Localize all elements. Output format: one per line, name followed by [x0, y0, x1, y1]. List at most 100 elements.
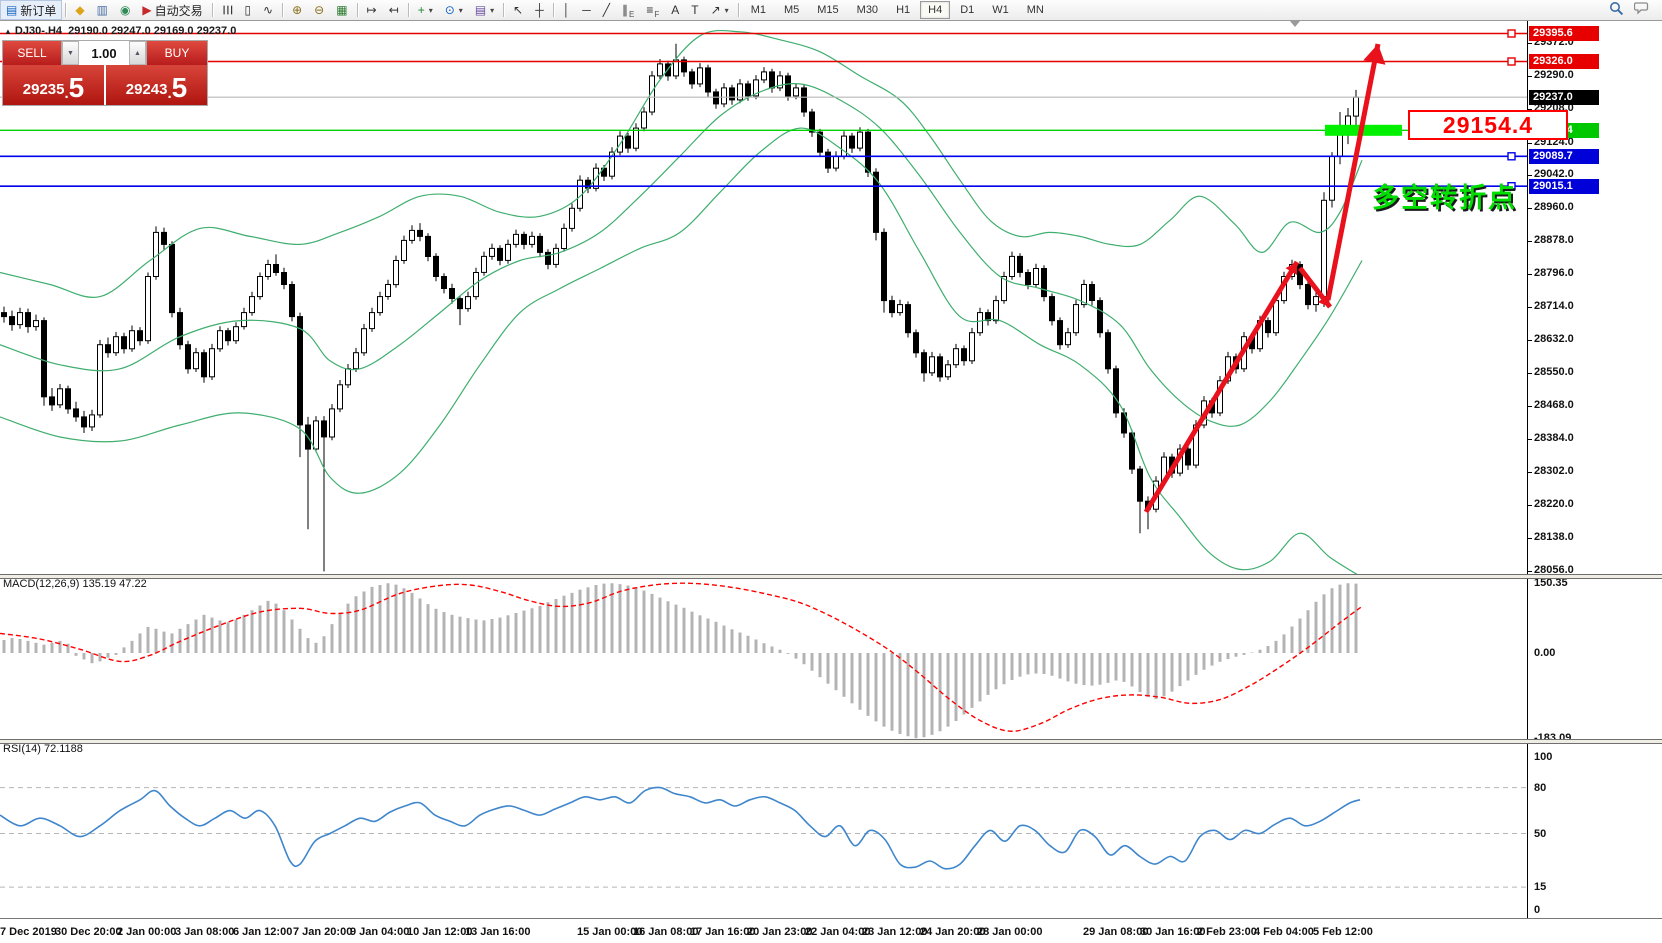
text-icon: A: [671, 3, 680, 17]
sell-price[interactable]: 29235. 5: [3, 65, 106, 105]
price-tick-label: 28960.0: [1534, 201, 1574, 213]
main-price-chart[interactable]: [0, 20, 1527, 574]
timeframe-button-m5[interactable]: M5: [783, 4, 800, 16]
toolbar-separator: [282, 3, 284, 17]
search-icon[interactable]: [1609, 1, 1624, 19]
price-target-label[interactable]: 29154.4: [1408, 110, 1568, 140]
crosshair-button[interactable]: ┼: [529, 0, 550, 20]
periods-button[interactable]: ⊙ ▾: [439, 0, 469, 20]
timeframe-button-m15[interactable]: M15: [817, 4, 839, 16]
cursor-button[interactable]: ↖: [507, 0, 529, 20]
price-tick-label: 28714.0: [1534, 300, 1574, 312]
rsi-axis-label: 0: [1534, 904, 1541, 916]
templates-button[interactable]: ▤ ▾: [469, 0, 500, 20]
vertical-line-icon: │: [562, 3, 571, 17]
rsi-panel[interactable]: [0, 742, 1527, 917]
chart-shift-button[interactable]: ↤: [383, 0, 405, 20]
timeframe-button-d1[interactable]: D1: [960, 4, 975, 16]
chart-shift-icon: ↤: [388, 3, 399, 17]
timeframe-button-m30[interactable]: M30: [856, 4, 879, 16]
volume-decrease-button[interactable]: ▼: [62, 41, 79, 65]
indicators-button[interactable]: + ▾: [412, 0, 439, 20]
equidistant-channel-button-letter: E: [629, 10, 635, 19]
new-order-button[interactable]: ▤ 新订单: [0, 0, 63, 20]
trendline-button[interactable]: ╱: [597, 0, 616, 20]
bollinger-bands: [0, 29, 1363, 574]
alerts-button[interactable]: ◉: [114, 0, 136, 20]
price-tick-label: 28138.0: [1534, 531, 1574, 543]
toolbar-separator: [356, 3, 358, 17]
price-tick-mark: [1527, 571, 1532, 572]
template-quick-button[interactable]: ◆: [69, 0, 90, 20]
price-tick-mark: [1527, 274, 1532, 275]
rsi-line: [0, 786, 1361, 870]
time-axis-label: 7 Dec 2019: [0, 926, 57, 938]
autotrade-button-label: 自动交易: [154, 3, 203, 18]
auto-scroll-icon: ↦: [366, 3, 377, 17]
zoom-out-button[interactable]: ⊖: [308, 0, 330, 20]
sell-button[interactable]: SELL: [3, 41, 61, 65]
price-tick-mark: [1527, 472, 1532, 473]
periods-icon: ⊙: [444, 3, 455, 17]
auto-scroll-button[interactable]: ↦: [361, 0, 383, 20]
volume-increase-button[interactable]: ▲: [129, 41, 146, 65]
text-button[interactable]: A: [665, 0, 685, 20]
arrows-button[interactable]: ↗ ▾: [705, 0, 735, 20]
line-chart-button[interactable]: ∿: [257, 0, 279, 20]
volume-input[interactable]: [79, 41, 129, 65]
price-tick-label: 28384.0: [1534, 432, 1574, 444]
macd-signal-line: [0, 582, 1363, 732]
price-badge-29237.0: 29237.0: [1529, 90, 1599, 105]
timeframe-button-h1[interactable]: H1: [896, 4, 911, 16]
tile-windows-button[interactable]: ▦: [330, 0, 353, 20]
time-axis-label: 15 Jan 00:00: [577, 926, 643, 938]
timeframe-button-w1[interactable]: W1: [992, 4, 1009, 16]
toolbar-separator: [211, 3, 213, 17]
toolbar-separator: [407, 3, 409, 17]
text-label-icon: T: [691, 3, 699, 17]
equidistant-channel-button[interactable]: ∥ E: [616, 0, 640, 20]
rsi-splitter[interactable]: [0, 739, 1662, 744]
candlestick-chart-button[interactable]: ▯: [238, 0, 257, 20]
arrows-icon: ↗: [710, 3, 721, 17]
bar-chart-button[interactable]: ☰: [216, 0, 239, 20]
price-tick-mark: [1527, 307, 1532, 308]
symbol-marker-icon: ▲: [4, 27, 12, 36]
templates-icon: ▤: [474, 3, 487, 17]
time-axis-label: 2 Jan 00:00: [117, 926, 177, 938]
profiles-icon: ▥: [96, 3, 108, 17]
timeframe-button-h4[interactable]: H4: [920, 1, 951, 19]
candlestick-series: [1, 43, 1359, 572]
buy-price[interactable]: 29243. 5: [106, 65, 207, 105]
text-label-button[interactable]: T: [685, 0, 704, 20]
macd-panel[interactable]: [0, 577, 1527, 739]
price-tick-label: 28878.0: [1534, 234, 1574, 246]
new-order-icon: ▤: [6, 3, 18, 17]
timeframe-button-mn[interactable]: MN: [1026, 4, 1044, 16]
time-axis-label: 6 Jan 12:00: [233, 926, 293, 938]
timeframe-button-m1[interactable]: M1: [750, 4, 766, 16]
chevron-down-icon: ▾: [458, 5, 463, 15]
rsi-axis-label: 100: [1534, 751, 1553, 763]
one-click-trading-panel: SELL ▼ ▲ BUY 29235.5 29243.5: [2, 40, 208, 106]
vertical-line-button[interactable]: │: [557, 0, 577, 20]
chat-icon[interactable]: [1633, 1, 1652, 19]
fibonacci-button[interactable]: ≡ F: [640, 0, 665, 20]
horizontal-line-button[interactable]: ─: [576, 0, 597, 20]
price-tick-label: 28550.0: [1534, 366, 1574, 378]
zoom-in-icon: ⊕: [292, 3, 303, 17]
buy-button[interactable]: BUY: [147, 41, 207, 65]
indicators-icon: +: [417, 3, 425, 17]
time-axis[interactable]: 7 Dec 2019 30 Dec 20:00 2 Jan 00:00 3 Jan 0…: [0, 918, 1662, 943]
zoom-in-button[interactable]: ⊕: [286, 0, 308, 20]
time-axis-label: 30 Jan 16:00: [1140, 926, 1206, 938]
buy-price-dot: .: [167, 85, 172, 102]
toolbar: ▤ 新订单 ◆ ▥ ◉ ▶ 自动交易 ☰ ▯ ∿ ⊕ ⊖ ▦ ↦ ↤ + ▾ ⊙ ▾ ▤ ▾ ↖ ┼ │ ─ ╱ ∥ E ≡ F A T ↗ ▾ …: [0, 0, 1662, 21]
chart-shift-marker[interactable]: [1290, 21, 1300, 27]
profiles-button[interactable]: ▥: [91, 0, 114, 20]
macd-splitter[interactable]: [0, 574, 1662, 579]
fibonacci-button-letter: F: [654, 10, 660, 19]
sell-price-main: 29235: [22, 81, 65, 98]
autotrade-button[interactable]: ▶ 自动交易: [136, 0, 208, 20]
turning-point-annotation[interactable]: 多空转折点: [1372, 183, 1517, 213]
